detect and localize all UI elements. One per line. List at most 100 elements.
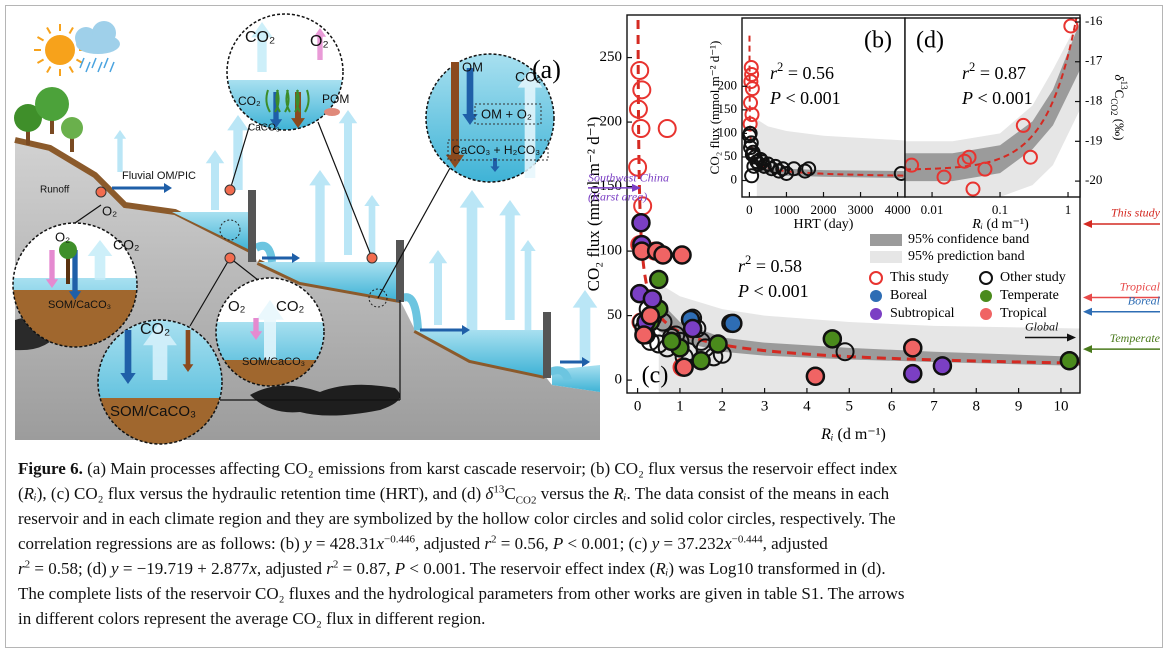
caption-text: , adjusted	[415, 534, 484, 553]
y-tick-label: 50	[724, 148, 737, 163]
diagram-label: Fluvial OM/PIC	[122, 170, 196, 182]
caption-text: correlation regressions are as follows: …	[18, 534, 304, 553]
diagram-label: SOM/CaCO₃	[242, 356, 305, 368]
diagram-label: CO₂	[113, 237, 139, 253]
text-run: = 0.56	[783, 63, 834, 83]
y-tick-label: -18	[1085, 93, 1102, 108]
diagram-label: CO₂	[238, 94, 261, 108]
flux-arrow-label: Tropical	[1120, 279, 1161, 293]
text-run: Rᵢ	[820, 426, 833, 443]
rain	[92, 58, 96, 68]
legend-label: Subtropical	[890, 306, 955, 321]
x-tick-label: 1	[1065, 202, 1072, 217]
flux-arrow-label: This study	[1111, 206, 1161, 220]
page: Figure 6 {"diagram": {"panel_label": "(a…	[0, 0, 1171, 657]
data-point	[642, 307, 659, 324]
fit-statistic: P < 0.001	[737, 281, 809, 301]
data-point	[934, 357, 951, 374]
caption-text: < 0.001; (c)	[563, 534, 651, 553]
diagram-label: O₂	[55, 229, 70, 244]
caption-text: r	[326, 559, 333, 578]
caption-text: 13	[493, 483, 504, 495]
y-axis-label: CO₂ flux (mmol m⁻² d⁻¹)	[707, 41, 722, 175]
caption-text: P	[553, 534, 563, 553]
legend-marker	[870, 308, 882, 320]
flux-arrowhead	[1083, 220, 1092, 228]
emission-arrow	[227, 115, 249, 190]
diagram-label: O₂	[310, 33, 329, 50]
sampling-point	[225, 253, 235, 263]
caption-line: Figure 6. (a) Main processes affecting C…	[18, 456, 1158, 481]
tree-crown	[61, 117, 83, 139]
legend-label: Other study	[1000, 270, 1066, 285]
data-point	[904, 365, 921, 382]
text-run: < 0.001	[749, 281, 809, 301]
diagram-label: SOM/CaCO₃	[48, 299, 111, 311]
diagram-label: CO₂	[245, 29, 275, 46]
x-tick-label: 1	[676, 398, 684, 414]
caption-text: x	[249, 559, 257, 578]
caption-text: = 0.58; (d)	[30, 559, 111, 578]
diagram-label: O₂	[102, 203, 117, 218]
x-tick-label: 0.1	[992, 202, 1008, 217]
x-tick-label: 2000	[811, 202, 837, 217]
text-run: (d m⁻¹)	[983, 217, 1029, 232]
caption-text: , adjusted	[763, 534, 828, 553]
rain	[110, 62, 114, 72]
diagram-label: Runoff	[40, 185, 70, 196]
caption-text: −0.446	[384, 533, 415, 545]
data-point	[684, 320, 701, 337]
emission-arrow	[114, 130, 126, 172]
y-axis-label: δ13CCO2 (‰)	[1109, 75, 1129, 141]
text-run: P	[737, 281, 749, 301]
legend-label: This study	[890, 270, 949, 285]
y-tick-label: 0	[731, 171, 738, 186]
diagram-label: O₂	[228, 298, 246, 315]
data-point	[632, 214, 649, 231]
caption-line: in different colors represent the averag…	[18, 606, 1158, 631]
text-run: (d m⁻¹)	[833, 426, 885, 443]
data-point	[904, 339, 921, 356]
caption-text: = 428.31	[312, 534, 377, 553]
legend-marker	[980, 290, 992, 302]
diagram-label: POM	[322, 92, 349, 106]
text-run: < 0.001	[781, 88, 841, 108]
caption-text: y	[111, 559, 119, 578]
flux-arrow-label: (Karst area)	[588, 190, 647, 204]
flux-arrow-label: Temperate	[1110, 331, 1161, 345]
caption-line: (Rᵢ), (c) CO₂ flux versus the hydraulic …	[18, 481, 1158, 506]
y-tick-label: -17	[1085, 53, 1103, 68]
x-axis-label: Rᵢ (d m⁻¹)	[971, 217, 1029, 232]
emission-arrow	[499, 200, 521, 320]
y-axis-label: CO₂ flux (mmol m⁻² d⁻¹)	[584, 117, 603, 292]
sampling-point	[367, 253, 377, 263]
rain	[86, 62, 90, 72]
sun-ray	[47, 27, 51, 33]
caption-text: Rᵢ	[655, 559, 668, 578]
data-point	[654, 246, 671, 263]
caption-text: . The data consist of the means in each	[627, 484, 890, 503]
flow-arrowhead	[292, 253, 300, 263]
x-tick-label: 6	[888, 398, 896, 414]
caption-text: = 37.232	[659, 534, 724, 553]
caption-text: Figure 6.	[18, 459, 83, 478]
diagram-label: CO₂	[140, 321, 170, 338]
caption-text: (a) Main processes affecting CO₂ emissio…	[83, 459, 898, 478]
diagram-label: CaCO₃	[248, 123, 280, 134]
flux-arrowhead	[1083, 308, 1092, 316]
y-tick-label: -19	[1085, 132, 1102, 147]
caption-text: −0.444	[732, 533, 763, 545]
caption-text: x	[376, 534, 384, 553]
text-run: = 0.87	[975, 63, 1026, 83]
dam	[396, 240, 404, 302]
caption-text: ), (c) CO₂ flux versus the hydraulic ret…	[37, 484, 486, 503]
dam	[248, 190, 256, 262]
diagram-label: CaCO₃ + H₂CO₃	[452, 143, 540, 157]
caption-text: CO2	[516, 494, 537, 506]
text-run: CO2	[1109, 98, 1119, 116]
tree-crown	[35, 87, 69, 121]
y-tick-label: -16	[1085, 13, 1103, 28]
caption-line: r2 = 0.58; (d) y = −19.719 + 2.877x, adj…	[18, 556, 1158, 581]
